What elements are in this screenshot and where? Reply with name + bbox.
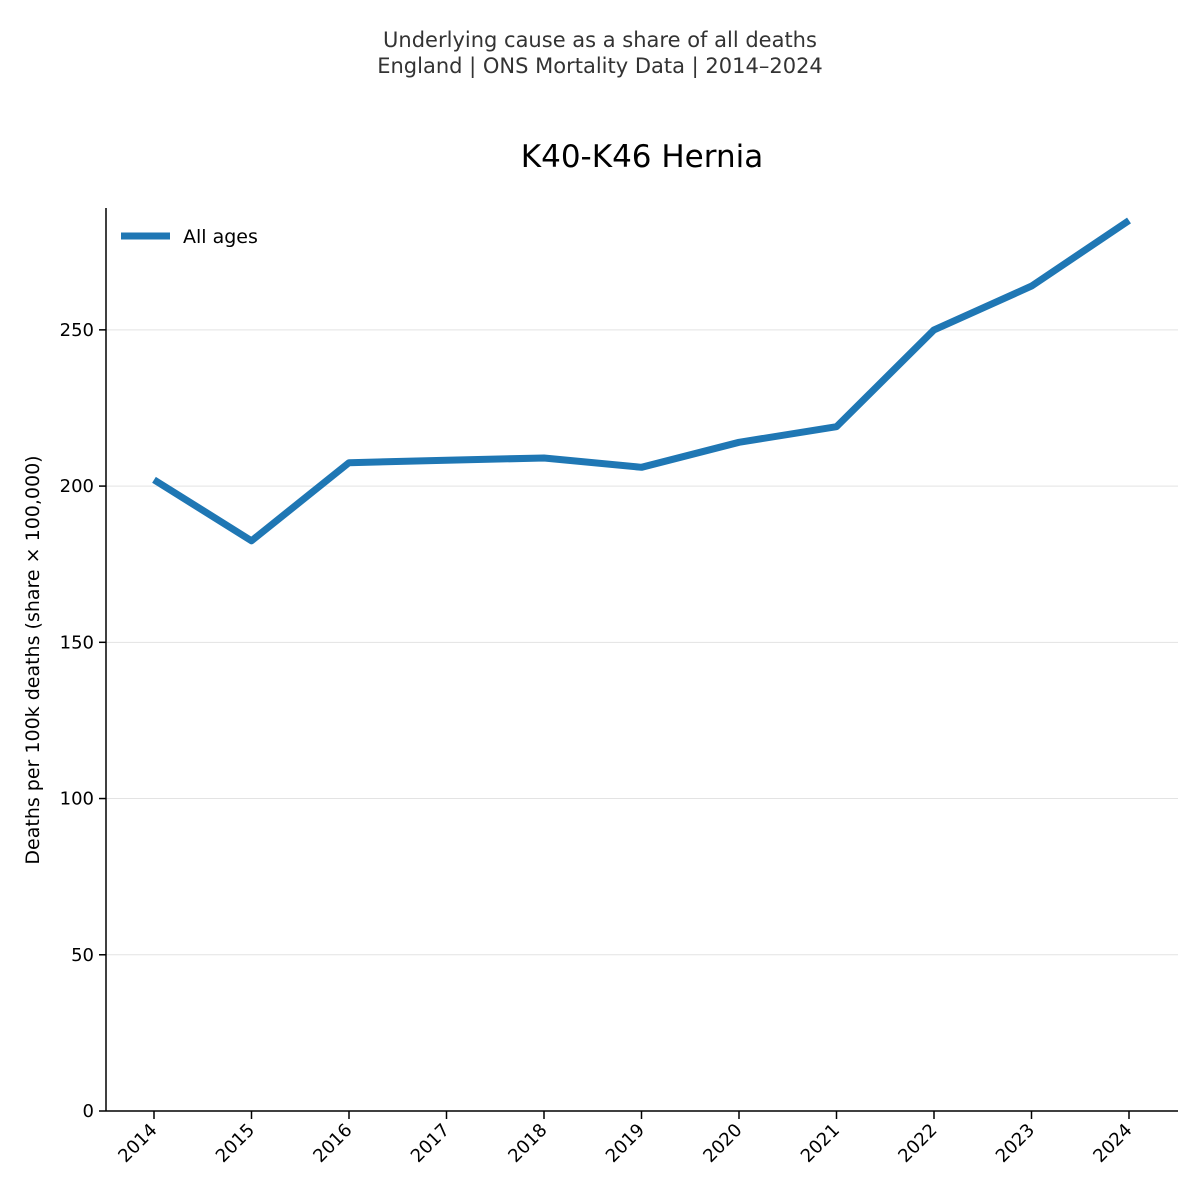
y-tick-label: 200 [60,476,94,497]
x-tick-label: 2019 [602,1120,649,1167]
x-tick-label: 2018 [504,1120,551,1167]
y-tick-label: 250 [60,320,94,341]
series-lines [152,217,1131,545]
x-tick-label: 2015 [212,1120,259,1167]
y-tick-label: 100 [60,789,94,810]
x-tick-label: 2021 [797,1120,844,1167]
y-tick-label: 150 [60,632,94,653]
x-tick-label: 2023 [992,1120,1039,1167]
x-ticks: 2014 2015 2016 2017 2018 2019 2020 2021 2022 2023… [114,1111,1137,1167]
series-line-all-ages [152,217,1131,545]
x-tick-label: 2022 [894,1120,941,1167]
suptitle-line-2: England | ONS Mortality Data | 2014–2024 [377,54,823,79]
x-tick-label: 2024 [1089,1120,1136,1167]
suptitle-line-1: Underlying cause as a share of all death… [383,28,817,52]
x-tick-label: 2014 [114,1120,161,1167]
x-tick-label: 2016 [309,1120,356,1167]
y-tick-label: 50 [71,945,94,966]
y-ticks: 0 50 100 150 200 250 [60,320,106,1122]
legend-label-all-ages: All ages [183,226,258,248]
chart-title: K40-K46 Hernia [521,139,763,175]
grid-lines [106,329,1178,956]
legend: All ages [121,226,258,248]
y-tick-label: 0 [83,1101,94,1122]
x-tick-label: 2017 [407,1120,454,1167]
x-tick-label: 2020 [699,1120,746,1167]
y-axis-label: Deaths per 100k deaths (share × 100,000) [22,455,44,864]
